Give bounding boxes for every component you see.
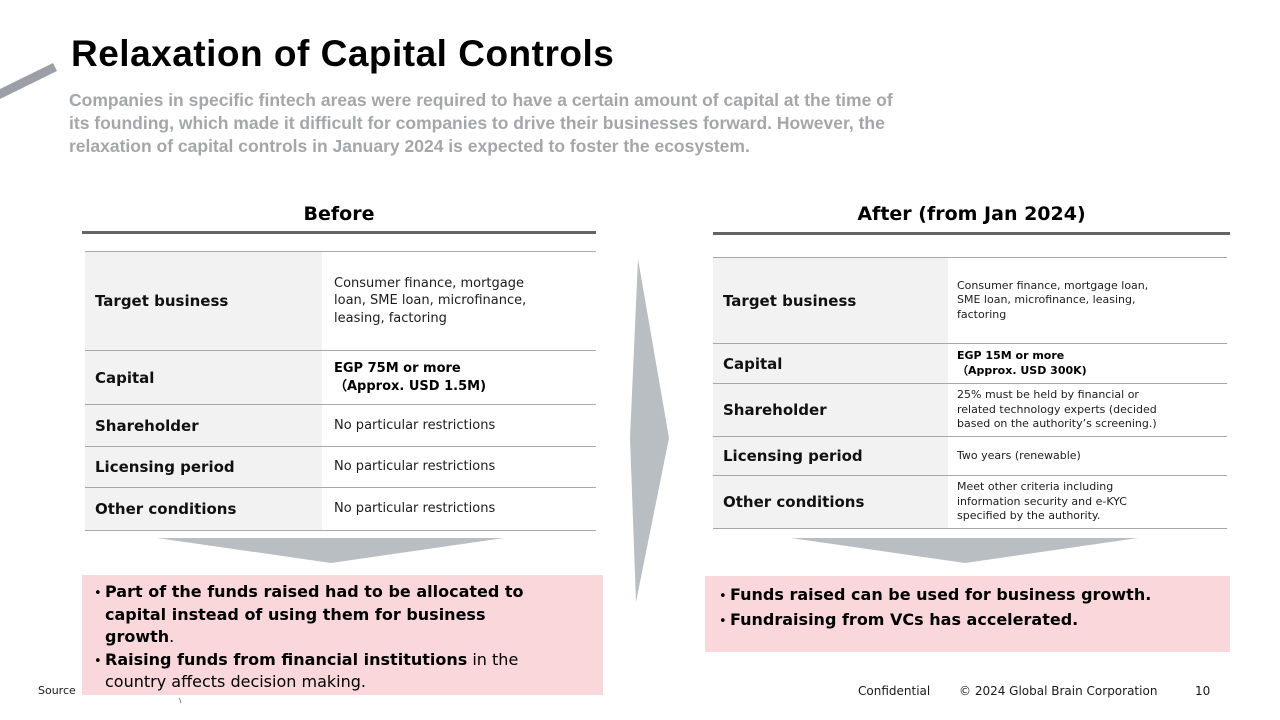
source-text-fragment: ）（ bbox=[178, 695, 238, 703]
subtitle-line: relaxation of capital controls in Januar… bbox=[69, 136, 750, 156]
right-arrow-icon bbox=[630, 259, 669, 602]
row-value: Consumer finance, mortgage loan, SME loa… bbox=[334, 275, 527, 326]
row-label: Target business bbox=[713, 258, 948, 343]
slash-decoration-icon bbox=[0, 62, 57, 100]
after-table: Target business Consumer finance, mortga… bbox=[713, 257, 1227, 529]
bullet-marker-icon: • bbox=[719, 589, 727, 604]
bullet-text: Part of the funds raised had to be alloc… bbox=[105, 581, 591, 649]
bullet-marker-icon: • bbox=[94, 653, 102, 669]
bullet-bold-text: Part of the funds raised had to be alloc… bbox=[105, 582, 524, 646]
row-value: EGP 15M or more （Approx. USD 300K) bbox=[957, 349, 1087, 377]
row-value: No particular restrictions bbox=[334, 501, 496, 517]
row-label: Licensing period bbox=[713, 437, 948, 475]
down-arrow-right-icon bbox=[791, 538, 1138, 563]
row-label: Other conditions bbox=[85, 488, 322, 530]
row-value: Two years (renewable) bbox=[957, 448, 1081, 462]
after-callout: • Funds raised can be used for business … bbox=[705, 576, 1230, 652]
confidential-label: Confidential bbox=[858, 684, 931, 698]
down-arrow-left-icon bbox=[157, 538, 504, 563]
bullet-bold-text: Fundraising from VCs has accelerated. bbox=[730, 609, 1079, 629]
callout-bullet: • Fundraising from VCs has accelerated. bbox=[719, 609, 1218, 634]
bullet-bold-text: Raising funds from financial institution… bbox=[105, 649, 468, 669]
bullet-text: Fundraising from VCs has accelerated. bbox=[730, 609, 1218, 634]
bullet-marker-icon: • bbox=[719, 613, 727, 629]
bullet-text: Funds raised can be used for business gr… bbox=[730, 584, 1218, 609]
table-row: Shareholder 25% must be held by financia… bbox=[713, 384, 1227, 437]
table-row: Licensing period No particular restricti… bbox=[85, 447, 596, 488]
bullet-regular-text: in the country affects decision making. bbox=[105, 649, 519, 692]
page-number: 10 bbox=[1195, 684, 1211, 698]
row-label: Licensing period bbox=[85, 447, 322, 487]
after-heading: After (from Jan 2024) bbox=[857, 203, 1086, 225]
row-value: Consumer finance, mortgage loan, SME loa… bbox=[957, 278, 1149, 321]
bullet-regular-text: . bbox=[169, 627, 175, 646]
copyright-label: © 2024 Global Brain Corporation bbox=[959, 684, 1158, 698]
bullet-marker-icon: • bbox=[94, 586, 102, 601]
page-subtitle: Companies in specific fintech areas were… bbox=[69, 89, 893, 158]
before-heading: Before bbox=[303, 203, 375, 225]
table-row: Capital EGP 75M or more （Approx. USD 1.5… bbox=[85, 351, 596, 405]
row-label: Shareholder bbox=[713, 384, 948, 436]
before-callout: • Part of the funds raised had to be all… bbox=[82, 575, 603, 695]
page-title: Relaxation of Capital Controls bbox=[71, 33, 615, 74]
bullet-text: Raising funds from financial institution… bbox=[105, 649, 591, 694]
table-row: Target business Consumer finance, mortga… bbox=[85, 252, 596, 351]
subtitle-line: Companies in specific fintech areas were… bbox=[69, 90, 893, 110]
table-row: Capital EGP 15M or more （Approx. USD 300… bbox=[713, 344, 1227, 384]
row-value: No particular restrictions bbox=[334, 459, 496, 475]
row-label: Shareholder bbox=[85, 405, 322, 446]
callout-bullet: • Part of the funds raised had to be all… bbox=[94, 581, 591, 649]
table-row: Licensing period Two years (renewable) bbox=[713, 437, 1227, 476]
row-value: Meet other criteria including informatio… bbox=[957, 480, 1127, 523]
table-row: Other conditions Meet other criteria inc… bbox=[713, 476, 1227, 529]
source-label: Source bbox=[38, 684, 76, 697]
row-value: No particular restrictions bbox=[334, 417, 496, 433]
callout-bullet: • Raising funds from financial instituti… bbox=[94, 649, 591, 694]
row-label: Capital bbox=[85, 351, 322, 404]
table-row: Target business Consumer finance, mortga… bbox=[713, 258, 1227, 344]
before-heading-rule bbox=[82, 231, 596, 234]
table-row: Shareholder No particular restrictions bbox=[85, 405, 596, 447]
row-value: EGP 75M or more （Approx. USD 1.5M) bbox=[334, 361, 487, 394]
table-row: Other conditions No particular restricti… bbox=[85, 488, 596, 531]
after-heading-rule bbox=[713, 232, 1230, 235]
row-label: Capital bbox=[713, 344, 948, 383]
subtitle-line: its founding, which made it difficult fo… bbox=[69, 113, 885, 133]
bullet-bold-text: Funds raised can be used for business gr… bbox=[730, 585, 1152, 604]
row-label: Other conditions bbox=[713, 476, 948, 528]
callout-bullet: • Funds raised can be used for business … bbox=[719, 584, 1218, 609]
row-value: 25% must be held by financial or related… bbox=[957, 388, 1157, 431]
row-label: Target business bbox=[85, 252, 322, 350]
before-table: Target business Consumer finance, mortga… bbox=[85, 251, 596, 531]
